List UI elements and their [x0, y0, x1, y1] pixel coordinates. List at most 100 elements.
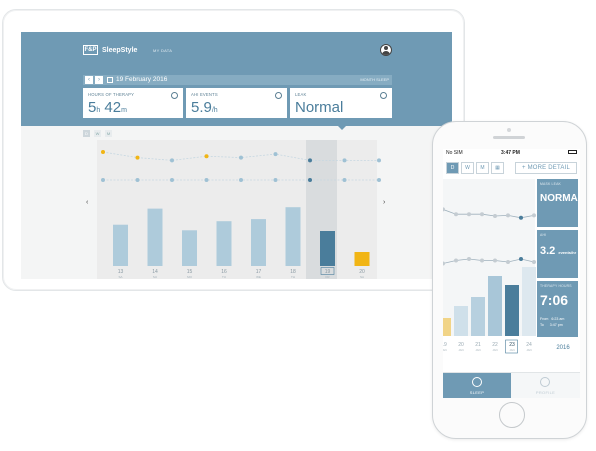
phone-therapy-bar [488, 276, 502, 336]
x-tick-label: 15 [187, 269, 193, 275]
leak-value: Normal [295, 99, 344, 116]
phone-day-sub: JAN [526, 348, 531, 352]
phone-day-label: 21 [475, 342, 481, 348]
leak-point [170, 158, 174, 163]
therapy-bar [285, 207, 301, 266]
therapy-hours-value: 5h 42m [88, 99, 127, 116]
phone-therapy-bar [471, 297, 485, 336]
therapy-hours-value: 7:06 [540, 292, 569, 308]
x-tick-day: MO [187, 275, 192, 279]
nav-sleep[interactable]: SLEEP [443, 373, 511, 398]
more-detail-button[interactable]: + MORE DETAIL [515, 162, 577, 174]
tab-month[interactable]: M [105, 130, 112, 137]
profile-icon[interactable] [540, 377, 550, 387]
calendar-icon[interactable]: ▦ [491, 162, 504, 174]
phone-period-tabs: D W M ▦ [446, 162, 504, 174]
phone-leak-point [519, 215, 523, 220]
phone-tab-bar: SLEEP PROFILE [443, 372, 580, 398]
phone-day-sub: JAN [443, 348, 447, 352]
therapy-bar [147, 208, 163, 266]
x-tick-day: FR [326, 275, 331, 279]
tab-day[interactable]: D [83, 130, 90, 137]
phone-tab-month[interactable]: M [476, 162, 489, 174]
ahi-point [273, 178, 278, 182]
card-label: HOURS OF THERAPY [88, 92, 135, 97]
phone-therapy-bar [454, 306, 468, 336]
x-tick-day: SA [360, 275, 364, 279]
phone-leak-point [532, 213, 536, 218]
settings-icon [380, 92, 387, 99]
carrier-text: No SIM [446, 150, 463, 156]
card-label: LEAK [295, 92, 307, 97]
x-tick-day: TH [291, 275, 295, 279]
selected-card-pointer [337, 125, 347, 130]
x-tick-label: 20 [359, 269, 365, 275]
phone-ahi-point [443, 261, 445, 266]
therapy-bar [113, 224, 128, 266]
phone-therapy-bar [505, 285, 519, 336]
period-tabs: D W M [83, 130, 112, 137]
home-button[interactable] [499, 402, 525, 428]
leak-point [101, 150, 105, 154]
therapy-bar [354, 252, 370, 266]
nav-my-data[interactable]: MY DATA [153, 48, 173, 53]
tab-week[interactable]: W [94, 130, 101, 137]
app-logo[interactable]: F&P SleepStyle [83, 45, 137, 55]
calendar-icon[interactable] [107, 77, 113, 83]
phone-leak-point [467, 212, 471, 217]
phone-leak-point [443, 207, 445, 212]
x-tick-day: TU [222, 275, 226, 279]
therapy-bar [182, 230, 197, 266]
therapy-hours-card[interactable]: THERAPY HOURS 7:06 From 6:23 am To 3:47 … [537, 281, 578, 337]
leak-card[interactable]: LEAK Normal [290, 88, 392, 118]
leak-point [377, 158, 381, 163]
phone-year: 2016 [556, 345, 570, 351]
month-sleep-link[interactable]: MONTH SLEEP [360, 77, 389, 82]
logo-mark: F&P [83, 45, 98, 55]
ahi-card[interactable]: AHI 3.2 events/hr [537, 230, 578, 278]
x-tick-label: 18 [290, 269, 296, 275]
chevron-left-icon: ‹ [86, 199, 89, 206]
phone-chart-svg: 19JAN20JAN21JAN22JAN23JAN24JAN2016 [443, 179, 570, 354]
chevron-right-icon[interactable]: › [95, 76, 103, 84]
to-line: To 3:47 pm [540, 323, 563, 327]
ahi-point [308, 178, 312, 182]
therapy-hours-card[interactable]: HOURS OF THERAPY 5h 42m [83, 88, 183, 118]
phone-tab-day[interactable]: D [446, 162, 459, 174]
clock-icon [171, 92, 178, 99]
x-tick-day: SA [118, 275, 122, 279]
laptop-screen: F&P SleepStyle MY DATA ‹ › 19 February 2… [21, 32, 452, 279]
ahi-point [342, 178, 347, 182]
phone-tab-week[interactable]: W [461, 162, 474, 174]
speaker [493, 136, 525, 139]
status-time: 3:47 PM [501, 150, 520, 156]
phone-day-label: 22 [492, 342, 498, 348]
leak-point [342, 158, 347, 163]
nav-profile-label[interactable]: PROFILE [535, 390, 556, 395]
phone-ahi-line [443, 258, 535, 264]
ahi-point [170, 178, 174, 182]
ahi-icon [275, 92, 282, 99]
x-tick-label: 19 [325, 269, 331, 275]
camera [507, 128, 511, 132]
app-name: SleepStyle [102, 46, 138, 54]
mask-leak-card[interactable]: MASK LEAK NORMAL [537, 179, 580, 227]
ahi-events-card[interactable]: AHI EVENTS 5.9/h [186, 88, 287, 118]
date-bar: ‹ › 19 February 2016 MONTH SLEEP HOURS O… [21, 73, 452, 130]
ahi-value: 5.9/h [191, 99, 218, 116]
phone-ahi-point [480, 258, 484, 263]
phone-day-sub: JAN [492, 348, 497, 352]
status-bar: No SIM 3:47 PM [443, 149, 580, 157]
therapy-bar [320, 231, 335, 266]
x-tick-label: 14 [152, 269, 158, 275]
user-icon[interactable] [380, 44, 392, 56]
therapy-bar [251, 219, 266, 266]
phone-leak-point [454, 212, 458, 217]
phone-day-label: 24 [526, 342, 532, 348]
phone-frame: No SIM 3:47 PM D W M ▦ + MORE DETAIL 19J… [432, 121, 587, 439]
therapy-bar [216, 221, 232, 266]
chevron-left-icon[interactable]: ‹ [85, 76, 93, 84]
phone-leak-point [493, 214, 497, 218]
laptop-frame: F&P SleepStyle MY DATA ‹ › 19 February 2… [2, 9, 465, 291]
